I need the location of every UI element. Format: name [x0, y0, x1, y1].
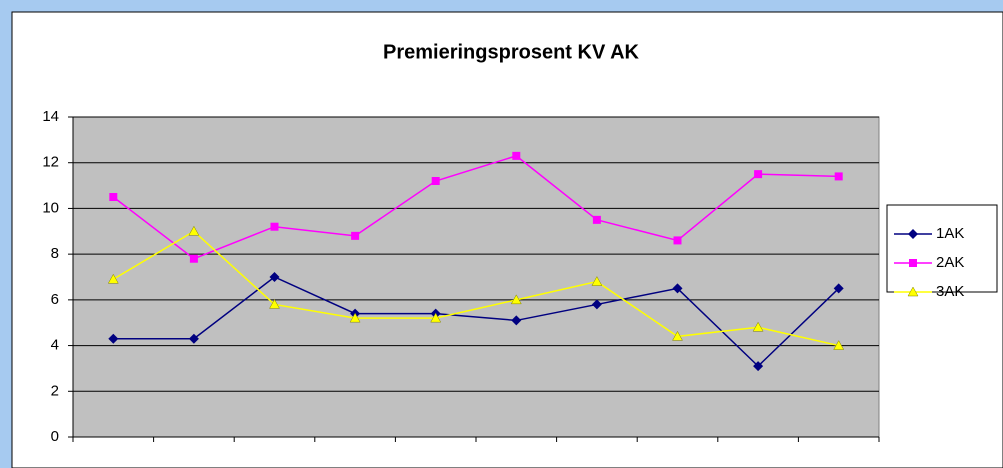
data-point	[107, 273, 119, 284]
legend	[886, 204, 998, 293]
data-point	[672, 283, 683, 294]
legend-marker	[907, 286, 919, 297]
y-tick-label: 2	[51, 382, 59, 399]
y-tick-label: 6	[51, 291, 59, 308]
data-point	[591, 276, 603, 286]
series-line	[112, 155, 839, 260]
data-point	[752, 321, 764, 332]
series-line	[112, 230, 839, 347]
data-point	[512, 151, 521, 160]
data-point	[188, 333, 199, 344]
data-point	[510, 294, 522, 305]
legend-label: 2AK	[936, 254, 964, 271]
data-point	[833, 340, 845, 350]
data-point	[349, 312, 361, 323]
series-line	[113, 276, 840, 368]
y-tick-label: 12	[42, 154, 59, 171]
data-point	[833, 283, 844, 294]
data-point	[753, 361, 764, 372]
legend-label: 3AK	[936, 283, 964, 300]
data-point	[754, 170, 763, 179]
legend-label: 1AK	[936, 225, 964, 242]
data-point	[672, 330, 683, 341]
plot-area	[72, 116, 880, 438]
data-point	[108, 333, 119, 344]
data-point	[430, 312, 442, 323]
data-point	[188, 225, 200, 236]
data-point	[591, 299, 602, 310]
data-point	[269, 272, 280, 282]
data-point	[351, 231, 360, 240]
legend-marker	[909, 259, 917, 267]
chart-title: Premieringsprosent KV AK	[383, 41, 640, 63]
data-point	[592, 215, 601, 224]
data-point	[511, 315, 522, 326]
y-tick-label: 14	[42, 108, 59, 125]
data-point	[109, 193, 118, 201]
y-tick-label: 10	[42, 199, 59, 216]
data-point	[834, 172, 843, 181]
data-point	[431, 177, 440, 185]
data-point	[189, 254, 198, 263]
data-point	[673, 236, 682, 245]
data-point	[269, 298, 280, 309]
y-tick-label: 4	[51, 337, 59, 354]
y-tick-label: 8	[51, 245, 59, 262]
data-point	[270, 222, 279, 231]
legend-marker	[908, 229, 918, 239]
y-tick-label: 0	[51, 428, 59, 445]
